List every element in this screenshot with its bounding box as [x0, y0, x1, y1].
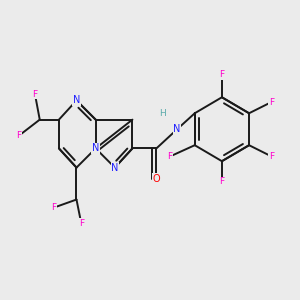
Text: F: F [219, 178, 224, 187]
Text: F: F [219, 70, 224, 80]
Text: N: N [173, 124, 181, 134]
Text: F: F [79, 219, 84, 228]
Text: F: F [32, 90, 38, 99]
Text: H: H [159, 109, 166, 118]
Text: F: F [269, 98, 274, 106]
Text: F: F [16, 131, 22, 140]
Text: N: N [73, 95, 80, 106]
Text: O: O [153, 174, 160, 184]
Text: N: N [92, 143, 99, 153]
Text: N: N [111, 163, 118, 172]
Text: F: F [52, 203, 57, 212]
Text: F: F [168, 152, 173, 161]
Text: F: F [269, 152, 274, 161]
